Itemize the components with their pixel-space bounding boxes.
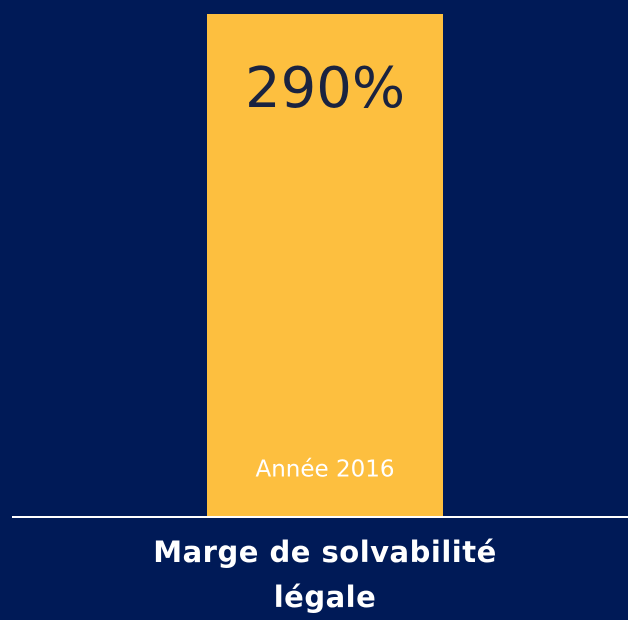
category-label: Année 2016 <box>255 457 394 483</box>
value-label: 290% <box>245 56 405 121</box>
chart: 290% Année 2016 <box>12 14 628 518</box>
chart-title: Marge de solvabilité légale <box>153 535 497 614</box>
bar <box>207 14 443 516</box>
